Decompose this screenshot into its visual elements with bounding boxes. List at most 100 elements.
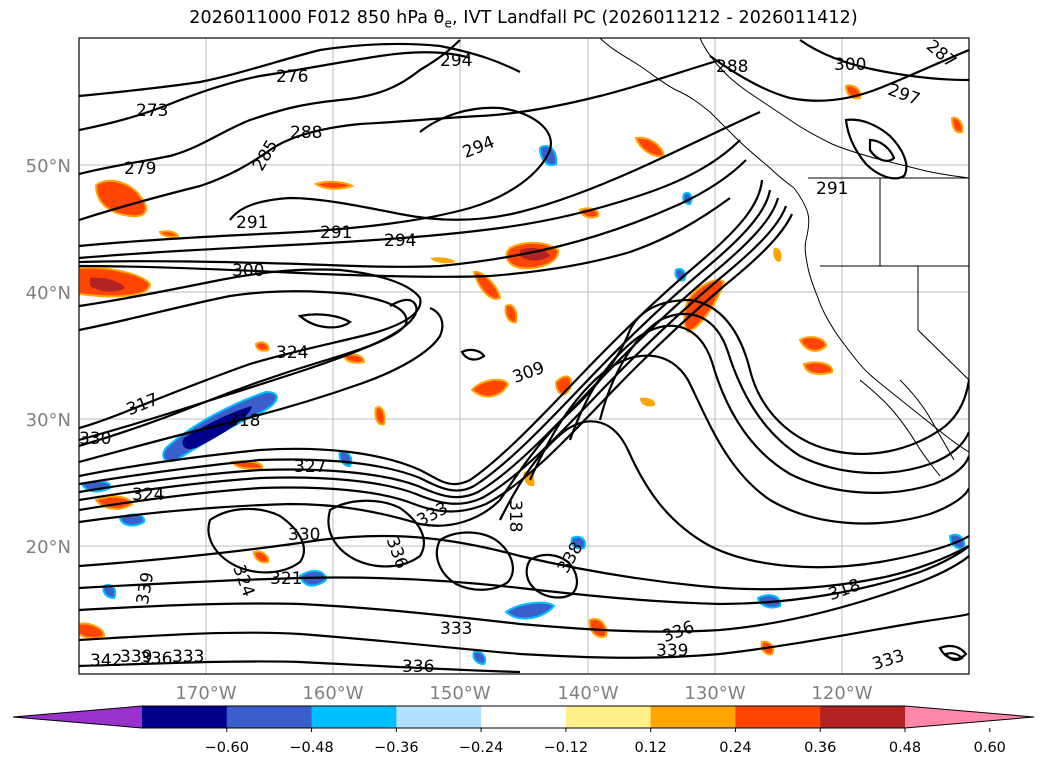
contour-label: 288	[290, 123, 322, 143]
shade-blob	[773, 247, 782, 262]
contour-line	[79, 189, 772, 492]
contour-label: 273	[136, 101, 168, 121]
state-border-nevada	[917, 266, 969, 381]
contour-line	[868, 138, 896, 162]
contour-line	[79, 42, 521, 98]
lon-label-130w: 130°W	[684, 683, 745, 704]
contour-line	[79, 306, 444, 464]
colorbar-segment	[311, 706, 397, 728]
shade-blob	[182, 406, 252, 450]
contour-label: 291	[236, 213, 268, 233]
shade-blob	[90, 277, 125, 292]
contour-line	[435, 531, 514, 591]
contour-line	[528, 354, 969, 525]
contour-line	[79, 329, 632, 527]
colorbar-segment	[142, 706, 228, 728]
lon-label-120w: 120°W	[811, 683, 872, 704]
latitude-labels: 50°N 40°N 30°N 20°N	[26, 156, 71, 558]
contour-line	[79, 205, 788, 505]
colorbar-tick-labels: −0.60 −0.48 −0.36 −0.24 −0.12 0.12 0.24 0.36 0.4…	[205, 740, 1006, 756]
colorbar-segment	[735, 706, 821, 728]
contour-label: 321	[270, 569, 302, 589]
contour-line	[79, 139, 741, 260]
lon-label-140w: 140°W	[557, 683, 618, 704]
theta-e-contours	[79, 39, 969, 674]
plot-title: 2026011000 F012 850 hPa θe, IVT Landfall…	[0, 8, 1047, 31]
contour-line	[79, 213, 794, 513]
contour-label: 276	[276, 67, 308, 87]
colorbar-tick-label: 0.24	[719, 740, 751, 756]
colorbar-segment	[565, 706, 652, 728]
contour-line	[79, 197, 780, 499]
contour-label: 339	[120, 647, 152, 667]
colorbar-segment	[396, 706, 482, 728]
contour-label: 291	[816, 179, 848, 199]
colorbar-tick-label: −0.12	[544, 740, 588, 756]
contour-label: 318	[505, 500, 525, 532]
shade-blob	[640, 397, 656, 407]
shade-blob	[79, 622, 106, 640]
graticule	[79, 38, 969, 674]
shade-blob	[504, 304, 518, 324]
contour-line	[709, 48, 969, 102]
contour-line	[79, 58, 721, 222]
contour-line	[79, 298, 418, 442]
shade-blob	[313, 180, 355, 190]
shade-blob	[158, 230, 180, 238]
colorbar-tick-label: 0.60	[974, 740, 1006, 756]
colorbar-ticks	[226, 728, 991, 732]
shade-blob	[472, 270, 502, 300]
shade-blob	[342, 353, 366, 364]
colorbar-extend-high	[905, 706, 1034, 728]
contour-line	[844, 118, 908, 180]
contour-label: 333	[440, 619, 472, 639]
shade-blob	[94, 179, 147, 218]
lon-label-170w: 170°W	[175, 683, 236, 704]
contour-label: 330	[79, 429, 111, 449]
colorbar-extend-low	[13, 706, 142, 728]
contour-line	[629, 298, 969, 456]
coastline-baja	[899, 379, 955, 461]
contour-label: 294	[440, 51, 472, 71]
colorbar-tick-label: 0.36	[804, 740, 836, 756]
colorbar-tick-label: −0.36	[374, 740, 418, 756]
lat-label-50n: 50°N	[26, 156, 71, 177]
contour-line	[499, 420, 969, 569]
contour-label: 339	[656, 641, 688, 661]
coastline-alaska	[599, 38, 795, 189]
contour-line	[79, 534, 969, 591]
shade-blob	[798, 336, 828, 352]
colorbar-tick-label: −0.24	[459, 740, 503, 756]
shade-blob	[374, 406, 386, 426]
coastlines	[599, 38, 969, 477]
colorbar-segments	[13, 706, 1034, 728]
contour-label: 330	[288, 525, 320, 545]
contour-line	[207, 507, 306, 574]
colorbar-tick-label: 0.12	[635, 740, 667, 756]
contour-label: 342	[90, 651, 122, 671]
contour-label: 333	[172, 647, 204, 667]
contour-label: 324	[276, 343, 308, 363]
longitude-labels: 170°W 160°W 150°W 140°W 130°W 120°W	[175, 683, 872, 704]
contour-line	[79, 39, 461, 176]
contour-line	[327, 499, 426, 568]
contour-label: 288	[716, 57, 748, 77]
contour-label: 324	[132, 485, 164, 505]
contour-line	[79, 555, 969, 633]
shade-blob	[504, 601, 556, 620]
shade-blob	[430, 257, 456, 264]
contour-line	[297, 313, 352, 329]
contour-label: 318	[228, 411, 260, 431]
map-background	[79, 38, 969, 674]
colorbar-tick-label: −0.48	[289, 740, 333, 756]
contour-line	[79, 660, 521, 674]
contour-line	[944, 652, 964, 662]
shade-blob	[554, 375, 572, 396]
contour-label: 327	[294, 457, 326, 477]
colorbar-tick-label: 0.48	[889, 740, 921, 756]
contour-line	[79, 612, 969, 659]
coastline-mexico	[859, 379, 941, 477]
contour-line	[525, 553, 578, 599]
map-frame	[78, 37, 970, 675]
title-rest: , IVT Landfall PC (2026011212 - 20260114…	[451, 8, 858, 28]
